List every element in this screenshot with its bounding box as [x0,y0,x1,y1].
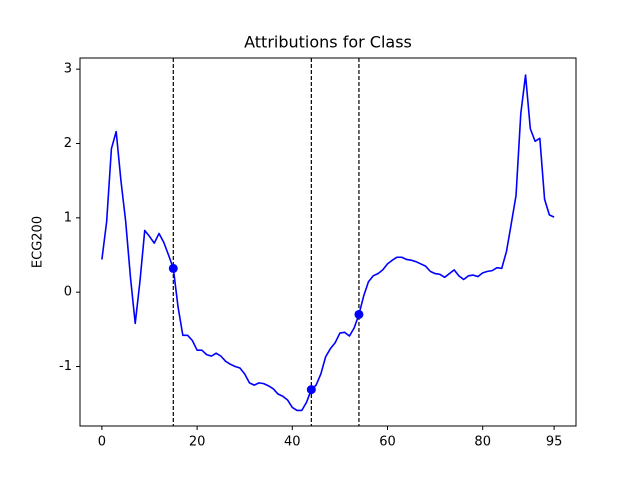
y-tick-label: 2 [64,136,72,151]
plot-frame [79,57,577,427]
marker [354,309,364,319]
marker [168,263,178,273]
x-tick-label: 40 [284,435,301,450]
x-tick-label: 0 [98,435,106,450]
x-tick-label: 20 [189,435,206,450]
line [101,74,555,412]
x-tick-label: 80 [474,435,491,450]
y-tick-label: 3 [64,62,72,77]
x-tick-label: 60 [379,435,396,450]
x-tick-label: 95 [546,435,563,450]
y-tick-label: 0 [64,285,72,300]
y-axis-label: ECG200 [31,216,46,268]
y-tick-label: 1 [64,210,72,225]
chart-title: Attributions for Class [244,33,412,52]
y-tick-label: -1 [59,359,72,374]
marker [306,385,316,395]
